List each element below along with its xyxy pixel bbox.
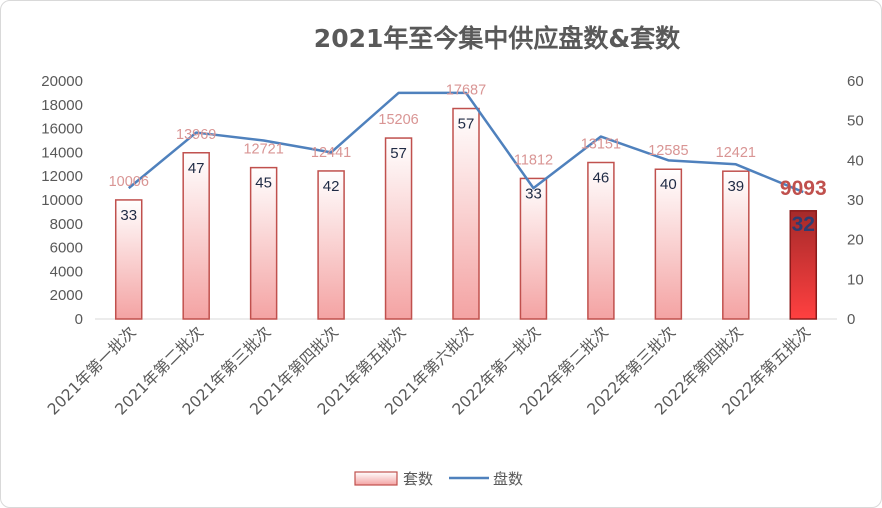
left-tick-label: 0 <box>75 311 83 328</box>
left-tick-label: 8000 <box>50 216 83 233</box>
bar-value-label: 12421 <box>716 145 756 161</box>
bar <box>519 177 548 320</box>
bar-value-label: 11812 <box>514 152 553 168</box>
line-series <box>127 91 804 194</box>
line-value-label: 57 <box>458 116 475 133</box>
line-value-label: 45 <box>255 175 272 192</box>
bar-value-label: 13151 <box>581 137 621 153</box>
line-value-label: 32 <box>792 213 815 236</box>
bar-data-labels: 10006 13969 12721 12441 15206 17687 11812 13151… <box>109 83 827 200</box>
bar <box>249 166 278 320</box>
line-value-label: 46 <box>593 170 610 187</box>
chart-title: 2021年至今集中供应盘数&套数 <box>314 24 681 53</box>
right-tick-label: 50 <box>847 113 864 130</box>
line-value-label: 33 <box>120 207 137 224</box>
legend-line-label: 盘数 <box>493 470 523 488</box>
right-tick-label: 0 <box>847 311 855 328</box>
right-axis: 0 10 20 30 40 50 60 <box>847 73 864 328</box>
bar <box>587 161 615 320</box>
line-data-labels: 33 47 45 42 57 57 33 46 40 39 32 <box>120 116 815 236</box>
bar-value-label: 13969 <box>176 127 216 143</box>
left-tick-label: 18000 <box>41 97 83 114</box>
left-tick-label: 14000 <box>41 144 83 161</box>
right-tick-label: 10 <box>847 271 864 288</box>
legend: 套数 盘数 <box>354 470 523 488</box>
line-value-label: 57 <box>390 145 407 162</box>
right-tick-label: 40 <box>847 152 864 169</box>
bar-series <box>114 107 818 320</box>
left-tick-label: 16000 <box>41 121 83 138</box>
bar <box>452 107 480 320</box>
right-tick-label: 60 <box>847 73 864 90</box>
line-value-label: 40 <box>660 176 677 193</box>
bar <box>317 170 345 320</box>
legend-bar-swatch <box>354 471 398 486</box>
right-tick-label: 30 <box>847 192 864 209</box>
bar-value-label: 12441 <box>311 145 351 161</box>
left-axis: 0 2000 4000 6000 8000 10000 12000 14000 16000 180… <box>41 73 83 328</box>
line-value-label: 47 <box>188 160 205 177</box>
bar-value-label: 12585 <box>648 143 688 159</box>
left-tick-label: 6000 <box>50 240 83 257</box>
bar-value-label: 17687 <box>446 83 486 99</box>
bar <box>182 152 210 320</box>
bar-value-label: 12721 <box>243 142 283 158</box>
line-path <box>127 91 804 194</box>
line-value-label: 39 <box>727 178 744 195</box>
line-value-label: 33 <box>525 185 542 202</box>
left-tick-label: 20000 <box>41 73 83 90</box>
bar <box>384 137 413 320</box>
bar <box>654 168 683 320</box>
left-tick-label: 4000 <box>50 263 83 280</box>
legend-bar-label: 套数 <box>403 470 433 488</box>
left-tick-label: 10000 <box>41 192 83 209</box>
left-tick-label: 12000 <box>41 168 83 185</box>
bar <box>722 170 750 320</box>
bar-value-label: 10006 <box>109 174 149 190</box>
bar-highlighted <box>789 210 818 320</box>
bar-value-label: 9093 <box>780 177 827 200</box>
right-tick-label: 20 <box>847 232 864 249</box>
bar <box>114 199 143 320</box>
bar-value-label: 15206 <box>378 112 418 128</box>
line-value-label: 42 <box>323 178 340 195</box>
category-labels: 2021年第一批次2021年第二批次2021年第三批次2021年第四批次2021… <box>44 323 814 418</box>
left-tick-label: 2000 <box>50 287 83 304</box>
